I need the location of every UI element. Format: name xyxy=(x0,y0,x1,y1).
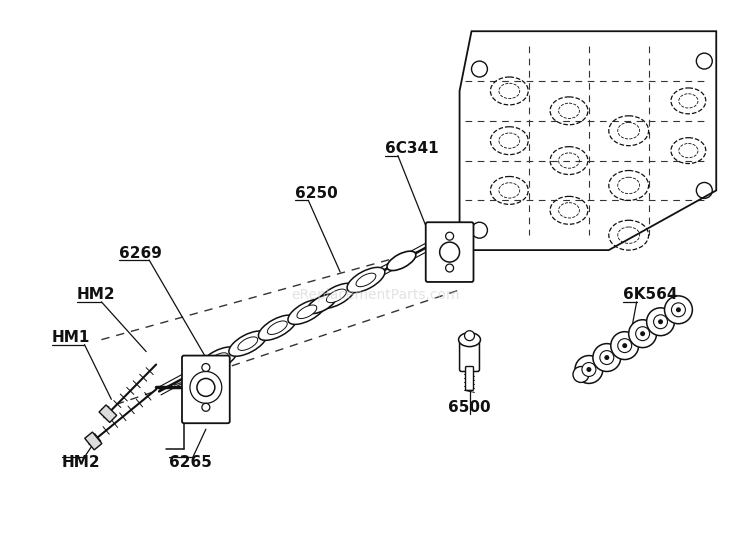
Circle shape xyxy=(190,371,222,403)
Circle shape xyxy=(600,351,613,364)
Circle shape xyxy=(464,331,475,340)
Circle shape xyxy=(628,320,656,348)
Ellipse shape xyxy=(229,331,267,356)
Text: 6500: 6500 xyxy=(448,400,491,415)
Circle shape xyxy=(573,367,589,382)
Circle shape xyxy=(197,378,214,396)
Circle shape xyxy=(664,296,692,324)
Ellipse shape xyxy=(259,315,296,340)
Ellipse shape xyxy=(326,289,346,302)
Circle shape xyxy=(440,242,460,262)
Ellipse shape xyxy=(356,273,376,287)
Circle shape xyxy=(586,367,592,372)
Text: 6K564: 6K564 xyxy=(622,287,677,302)
Ellipse shape xyxy=(458,333,481,346)
Circle shape xyxy=(575,356,603,383)
FancyBboxPatch shape xyxy=(182,356,230,423)
Ellipse shape xyxy=(317,283,356,308)
Circle shape xyxy=(640,331,645,336)
Circle shape xyxy=(671,303,686,317)
Circle shape xyxy=(446,232,454,240)
Circle shape xyxy=(658,319,663,324)
Ellipse shape xyxy=(387,251,416,270)
Circle shape xyxy=(604,355,609,360)
Text: 6269: 6269 xyxy=(119,245,162,261)
Circle shape xyxy=(618,339,632,352)
Circle shape xyxy=(202,403,210,411)
Circle shape xyxy=(582,363,596,376)
Polygon shape xyxy=(99,405,117,422)
Circle shape xyxy=(622,343,627,348)
Circle shape xyxy=(676,307,681,312)
Polygon shape xyxy=(85,432,102,450)
Circle shape xyxy=(593,344,621,371)
FancyBboxPatch shape xyxy=(460,338,479,371)
Circle shape xyxy=(202,363,210,371)
Text: HM1: HM1 xyxy=(52,330,90,345)
Ellipse shape xyxy=(209,353,228,367)
Circle shape xyxy=(446,264,454,272)
Ellipse shape xyxy=(267,321,287,334)
Text: 6265: 6265 xyxy=(169,454,212,470)
Text: 6250: 6250 xyxy=(296,186,338,201)
Text: eReplacementParts.com: eReplacementParts.com xyxy=(291,288,459,302)
Ellipse shape xyxy=(297,305,316,319)
Ellipse shape xyxy=(308,294,336,313)
Text: HM2: HM2 xyxy=(76,287,116,302)
Circle shape xyxy=(610,332,639,359)
Circle shape xyxy=(646,308,674,336)
Ellipse shape xyxy=(183,361,212,381)
Text: 6C341: 6C341 xyxy=(385,141,439,156)
Circle shape xyxy=(653,315,668,329)
FancyBboxPatch shape xyxy=(466,367,473,390)
Circle shape xyxy=(636,327,650,340)
Ellipse shape xyxy=(200,347,237,372)
FancyBboxPatch shape xyxy=(426,222,473,282)
Ellipse shape xyxy=(347,267,385,293)
Ellipse shape xyxy=(238,337,258,350)
Text: HM2: HM2 xyxy=(62,454,100,470)
Ellipse shape xyxy=(288,299,326,324)
